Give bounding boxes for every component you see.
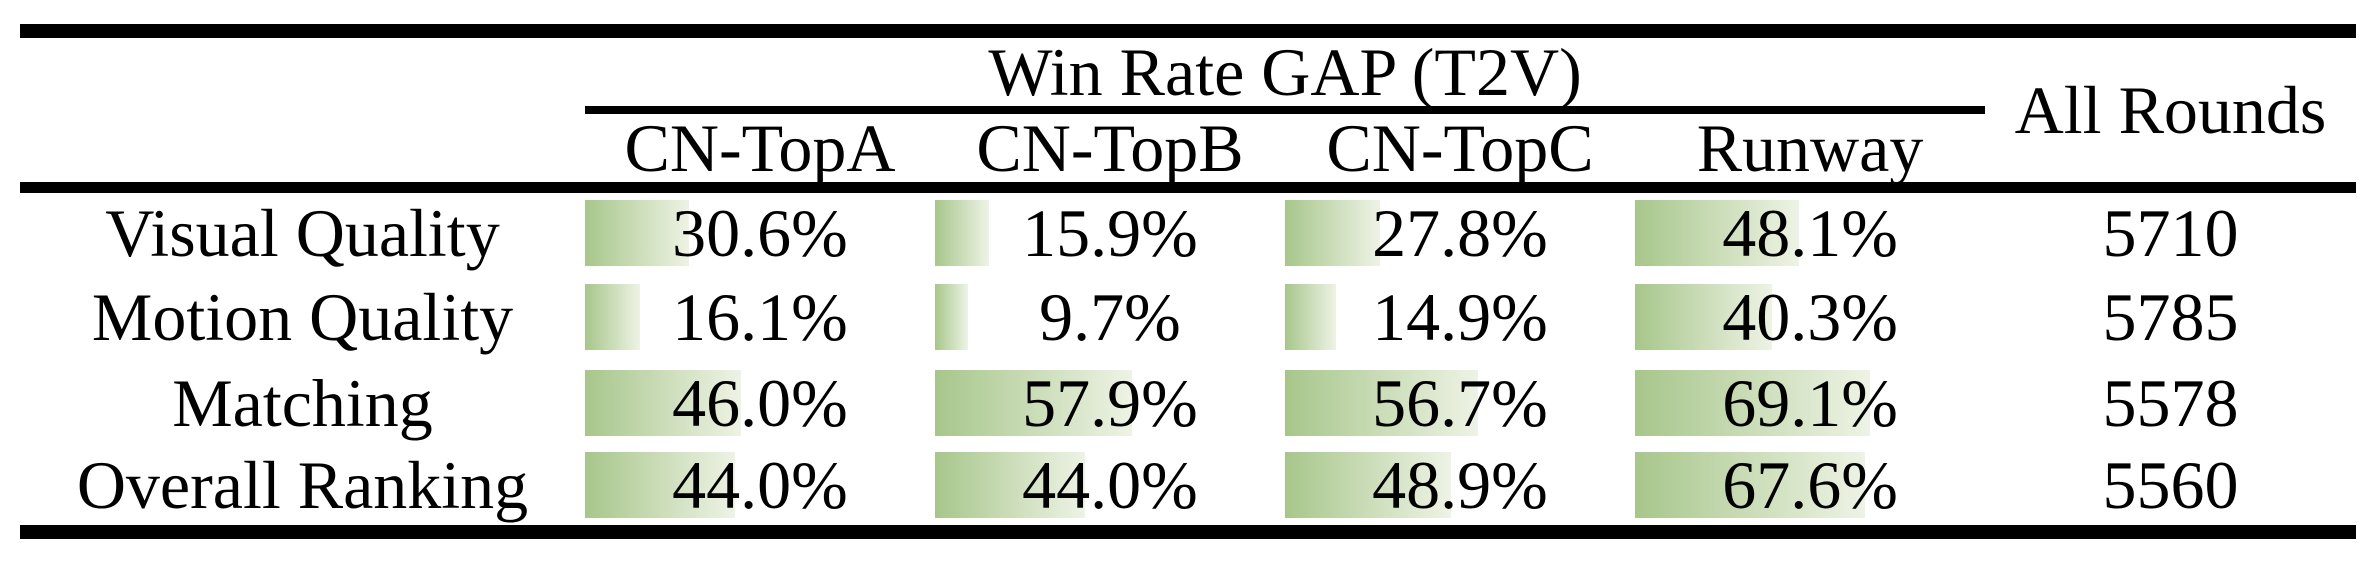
win-rate-value: 56.7% [1372, 364, 1548, 441]
win-rate-bar [585, 369, 742, 436]
value-cell: 14.9% [1285, 274, 1635, 360]
win-rate-bar [1285, 283, 1336, 350]
win-rate-bar [1285, 452, 1452, 518]
column-header-label: CN-TopA [624, 110, 896, 186]
win-rate-bar [585, 452, 735, 518]
win-rate-value: 44.0% [1022, 447, 1198, 523]
win-rate-value: 44.0% [672, 447, 848, 523]
group-header-cell: Win Rate GAP (T2V) [585, 31, 1986, 114]
value-cell: 67.6% [1635, 446, 1985, 532]
row-label-cell: Matching [20, 360, 585, 446]
win-rate-bar [935, 369, 1132, 436]
value-cell: 9.7% [935, 274, 1285, 360]
value-cell: 56.7% [1285, 360, 1635, 446]
win-rate-bar [585, 200, 690, 267]
win-rate-value: 16.1% [672, 278, 848, 355]
win-rate-value: 46.0% [672, 364, 848, 441]
rounds-value: 5560 [2102, 447, 2239, 523]
rounds-value-cell: 5560 [1985, 446, 2356, 532]
win-rate-bar [1635, 452, 1865, 518]
value-cell: 44.0% [585, 446, 935, 532]
win-rate-bar [1635, 200, 1799, 267]
table-row-overall-ranking: Overall Ranking 44.0% 44.0% 48.9% 67.6% [20, 446, 2356, 532]
win-rate-value: 67.6% [1722, 447, 1898, 523]
table-row-motion-quality: Motion Quality 16.1% 9.7% 14.9% 40.3% [20, 274, 2356, 360]
corner-cell [20, 31, 585, 193]
column-header-label: Runway [1696, 110, 1924, 186]
win-rate-value: 30.6% [672, 195, 848, 272]
win-rate-bar [585, 283, 640, 350]
win-rate-value: 48.9% [1372, 447, 1548, 523]
win-rate-value: 40.3% [1722, 278, 1898, 355]
value-cell: 15.9% [935, 188, 1285, 274]
value-cell: 27.8% [1285, 188, 1635, 274]
win-rate-value: 9.7% [1039, 278, 1181, 355]
column-header-label: CN-TopB [976, 110, 1244, 186]
row-label-cell: Overall Ranking [20, 446, 585, 532]
value-cell: 69.1% [1635, 360, 1985, 446]
win-rate-bar [935, 283, 968, 350]
win-rate-value: 57.9% [1022, 364, 1198, 441]
value-cell: 30.6% [585, 188, 935, 274]
win-rate-bar [1285, 200, 1380, 267]
column-header-runway: Runway [1635, 110, 1986, 193]
rounds-value: 5785 [2102, 278, 2239, 355]
value-cell: 46.0% [585, 360, 935, 446]
rounds-value: 5578 [2102, 364, 2239, 441]
rounds-value-cell: 5785 [1985, 274, 2356, 360]
column-header-cn-topa: CN-TopA [585, 110, 935, 193]
win-rate-table: Win Rate GAP (T2V) All Rounds CN-TopA CN… [20, 24, 2357, 539]
row-label: Motion Quality [91, 278, 514, 355]
win-rate-value: 48.1% [1722, 195, 1898, 272]
value-cell: 16.1% [585, 274, 935, 360]
value-cell: 48.9% [1285, 446, 1635, 532]
rounds-header-label: All Rounds [2014, 72, 2327, 148]
win-rate-value: 15.9% [1022, 195, 1198, 272]
header-row-columns: CN-TopA CN-TopB CN-TopC Runway [20, 110, 2356, 193]
win-rate-bar [1285, 369, 1478, 436]
win-rate-bar [1635, 369, 1870, 436]
value-cell: 57.9% [935, 360, 1285, 446]
header-row-group: Win Rate GAP (T2V) All Rounds [20, 31, 2357, 193]
value-cell: 44.0% [935, 446, 1285, 532]
rounds-header-cell: All Rounds [1985, 31, 2357, 193]
rounds-value-cell: 5710 [1985, 188, 2356, 274]
win-rate-bar [935, 452, 1085, 518]
row-label: Matching [172, 364, 433, 441]
column-header-cn-topb: CN-TopB [935, 110, 1285, 193]
table-row-visual-quality: Visual Quality 30.6% 15.9% 27.8% 48.1% [20, 188, 2356, 274]
row-label: Visual Quality [105, 195, 500, 272]
column-header-cn-topc: CN-TopC [1285, 110, 1635, 193]
value-cell: 40.3% [1635, 274, 1985, 360]
win-rate-bar [1635, 283, 1773, 350]
row-label: Overall Ranking [76, 447, 529, 523]
group-header-title: Win Rate GAP (T2V) [988, 34, 1582, 110]
row-label-cell: Visual Quality [20, 188, 585, 274]
rounds-value: 5710 [2102, 195, 2239, 272]
win-rate-value: 14.9% [1372, 278, 1548, 355]
win-rate-bar [935, 200, 990, 267]
row-label-cell: Motion Quality [20, 274, 585, 360]
win-rate-value: 27.8% [1372, 195, 1548, 272]
column-header-label: CN-TopC [1326, 110, 1594, 186]
value-cell: 48.1% [1635, 188, 1985, 274]
win-rate-value: 69.1% [1722, 364, 1898, 441]
rounds-value-cell: 5578 [1985, 360, 2356, 446]
table-row-matching: Matching 46.0% 57.9% 56.7% 69.1% [20, 360, 2356, 446]
